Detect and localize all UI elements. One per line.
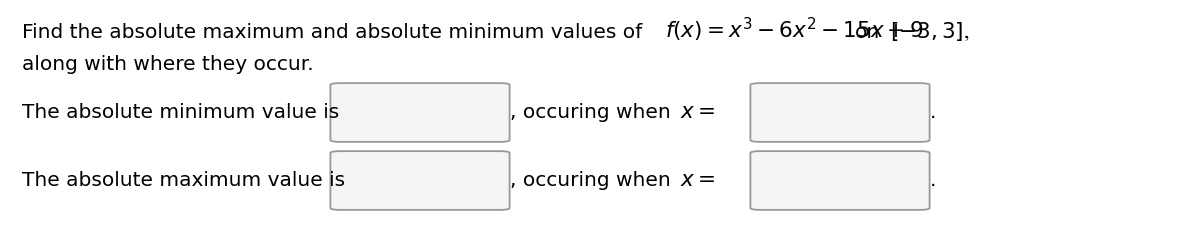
Text: , occuring when: , occuring when <box>510 171 671 191</box>
Text: $f(x) = x^3 - 6x^2 - 15x + 9$: $f(x) = x^3 - 6x^2 - 15x + 9$ <box>665 16 924 44</box>
Text: .: . <box>930 103 936 123</box>
Text: along with where they occur.: along with where they occur. <box>22 55 313 74</box>
Text: $[-3, 3]$,: $[-3, 3]$, <box>890 21 970 43</box>
Text: , occuring when: , occuring when <box>510 103 671 123</box>
Text: $x =$: $x =$ <box>680 171 715 191</box>
Text: The absolute minimum value is: The absolute minimum value is <box>22 103 340 123</box>
Text: on: on <box>854 23 881 42</box>
Text: The absolute maximum value is: The absolute maximum value is <box>22 171 346 191</box>
Text: .: . <box>930 171 936 191</box>
Text: Find the absolute maximum and absolute minimum values of: Find the absolute maximum and absolute m… <box>22 23 642 42</box>
Text: $x =$: $x =$ <box>680 103 715 123</box>
